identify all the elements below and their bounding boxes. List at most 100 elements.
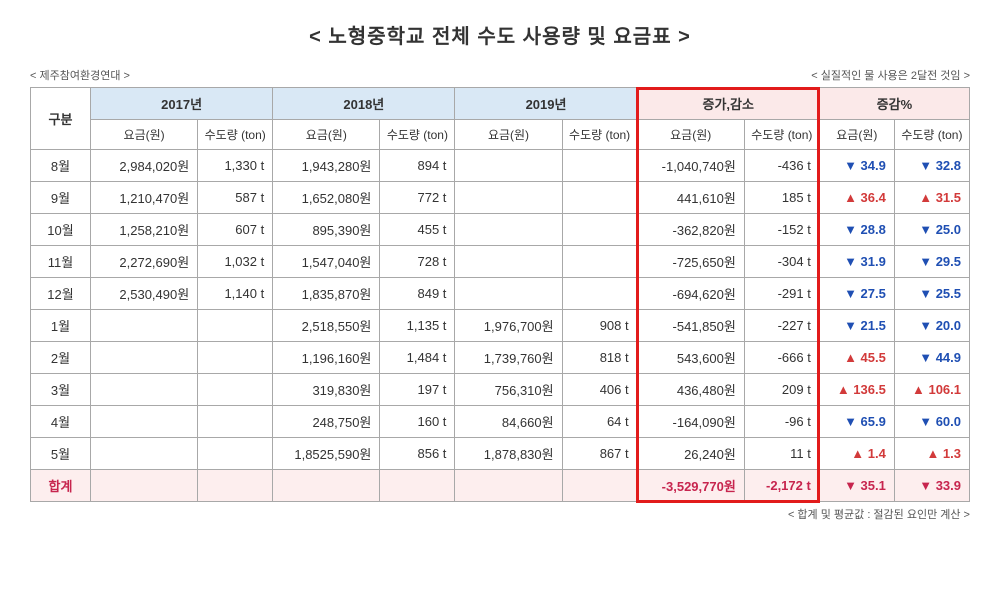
pct-cell: ▼ 32.8 xyxy=(894,150,969,182)
vol-18: 894 t xyxy=(380,150,455,182)
diff-vol: -291 t xyxy=(744,278,819,310)
month-cell: 9월 xyxy=(31,182,91,214)
table-wrap: 구분 2017년 2018년 2019년 증가,감소 증감% 요금(원) 수도량… xyxy=(30,87,970,502)
diff-vol: -304 t xyxy=(744,246,819,278)
vol-19: 908 t xyxy=(562,310,637,342)
fee-18: 1,652,080원 xyxy=(273,182,380,214)
diff-fee: 436,480원 xyxy=(637,374,744,406)
sub-fee-18: 요금(원) xyxy=(273,120,380,150)
fee-18: 1,835,870원 xyxy=(273,278,380,310)
fee-17: 2,272,690원 xyxy=(91,246,198,278)
fee-19 xyxy=(455,214,562,246)
fee-17 xyxy=(91,374,198,406)
vol-18: 1,135 t xyxy=(380,310,455,342)
diff-fee: 441,610원 xyxy=(637,182,744,214)
diff-vol: -666 t xyxy=(744,342,819,374)
fee-18: 1,196,160원 xyxy=(273,342,380,374)
meta-row: < 제주참여환경연대 > < 실질적인 물 사용은 2달전 것임 > xyxy=(30,67,970,83)
pct-cell: ▼ 34.9 xyxy=(819,150,894,182)
footnote: < 합계 및 평균값 : 절감된 요인만 계산 > xyxy=(30,506,970,522)
vol-19: 64 t xyxy=(562,406,637,438)
page-title: < 노형중학교 전체 수도 사용량 및 요금표 > xyxy=(30,20,970,49)
hdr-diff: 증가,감소 xyxy=(637,88,819,120)
diff-fee: 26,240원 xyxy=(637,438,744,470)
table-row: 9월1,210,470원587 t1,652,080원772 t441,610원… xyxy=(31,182,970,214)
fee-19 xyxy=(455,278,562,310)
sub-fee-17: 요금(원) xyxy=(91,120,198,150)
fee-19: 84,660원 xyxy=(455,406,562,438)
table-row: 10월1,258,210원607 t895,390원455 t-362,820원… xyxy=(31,214,970,246)
hdr-2018: 2018년 xyxy=(273,88,455,120)
vol-17 xyxy=(198,374,273,406)
pct-cell: ▼ 25.0 xyxy=(894,214,969,246)
sub-vol-19: 수도량 (ton) xyxy=(562,120,637,150)
total-diff-vol: -2,172 t xyxy=(744,470,819,502)
table-row: 1월2,518,550원1,135 t1,976,700원908 t-541,8… xyxy=(31,310,970,342)
fee-19: 1,739,760원 xyxy=(455,342,562,374)
month-cell: 10월 xyxy=(31,214,91,246)
diff-vol: -436 t xyxy=(744,150,819,182)
pct-cell: ▲ 36.4 xyxy=(819,182,894,214)
fee-19 xyxy=(455,182,562,214)
fee-19 xyxy=(455,150,562,182)
month-cell: 5월 xyxy=(31,438,91,470)
fee-19: 756,310원 xyxy=(455,374,562,406)
vol-18: 197 t xyxy=(380,374,455,406)
pct-cell: ▼ 27.5 xyxy=(819,278,894,310)
vol-18: 160 t xyxy=(380,406,455,438)
vol-18: 856 t xyxy=(380,438,455,470)
diff-fee: -694,620원 xyxy=(637,278,744,310)
diff-vol: 11 t xyxy=(744,438,819,470)
hdr-2019: 2019년 xyxy=(455,88,637,120)
sub-fee-diff: 요금(원) xyxy=(637,120,744,150)
pct-cell: ▼ 21.5 xyxy=(819,310,894,342)
month-cell: 3월 xyxy=(31,374,91,406)
month-cell: 1월 xyxy=(31,310,91,342)
total-pct-vol: ▼ 33.9 xyxy=(894,470,969,502)
fee-18: 1,547,040원 xyxy=(273,246,380,278)
hdr-2017: 2017년 xyxy=(91,88,273,120)
fee-19: 1,878,830원 xyxy=(455,438,562,470)
table-row: 12월2,530,490원1,140 t1,835,870원849 t-694,… xyxy=(31,278,970,310)
month-cell: 11월 xyxy=(31,246,91,278)
total-diff-fee: -3,529,770원 xyxy=(637,470,744,502)
vol-19 xyxy=(562,246,637,278)
fee-19 xyxy=(455,246,562,278)
fee-18: 2,518,550원 xyxy=(273,310,380,342)
fee-18: 1,8525,590원 xyxy=(273,438,380,470)
hdr-gubun: 구분 xyxy=(31,88,91,150)
fee-18: 248,750원 xyxy=(273,406,380,438)
vol-18: 728 t xyxy=(380,246,455,278)
month-cell: 12월 xyxy=(31,278,91,310)
table-row: 4월 248,750원160 t84,660원64 t-164,090원-96 t… xyxy=(31,406,970,438)
diff-fee: -362,820원 xyxy=(637,214,744,246)
month-cell: 4월 xyxy=(31,406,91,438)
total-label: 합계 xyxy=(31,470,91,502)
pct-cell: ▼ 28.8 xyxy=(819,214,894,246)
fee-17 xyxy=(91,406,198,438)
vol-19 xyxy=(562,150,637,182)
pct-cell: ▼ 25.5 xyxy=(894,278,969,310)
vol-19 xyxy=(562,214,637,246)
table-row: 8월2,984,020원1,330 t1,943,280원894 t-1,040… xyxy=(31,150,970,182)
table-row: 11월2,272,690원1,032 t1,547,040원728 t-725,… xyxy=(31,246,970,278)
vol-19: 818 t xyxy=(562,342,637,374)
vol-18: 455 t xyxy=(380,214,455,246)
diff-vol: 185 t xyxy=(744,182,819,214)
fee-17: 1,258,210원 xyxy=(91,214,198,246)
diff-fee: -164,090원 xyxy=(637,406,744,438)
pct-cell: ▼ 31.9 xyxy=(819,246,894,278)
diff-vol: -96 t xyxy=(744,406,819,438)
vol-19: 406 t xyxy=(562,374,637,406)
month-cell: 2월 xyxy=(31,342,91,374)
pct-cell: ▼ 65.9 xyxy=(819,406,894,438)
vol-19 xyxy=(562,182,637,214)
meta-left: < 제주참여환경연대 > xyxy=(30,67,130,83)
vol-18: 849 t xyxy=(380,278,455,310)
table-row: 3월319,830원197 t756,310원406 t436,480원209 … xyxy=(31,374,970,406)
vol-17 xyxy=(198,438,273,470)
vol-19 xyxy=(562,278,637,310)
vol-17: 1,140 t xyxy=(198,278,273,310)
diff-vol: 209 t xyxy=(744,374,819,406)
fee-17 xyxy=(91,342,198,374)
